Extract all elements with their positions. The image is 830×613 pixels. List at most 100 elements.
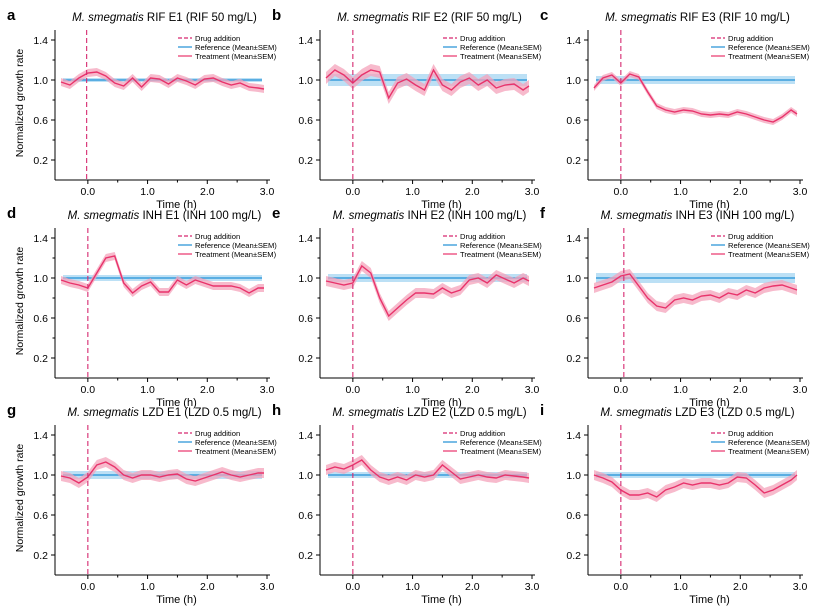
y-tick-label: 1.0 [33,273,48,285]
treatment-line [325,459,530,481]
x-tick-label: 0.0 [81,384,96,396]
x-axis-label: Time (h) [421,397,462,409]
y-tick-label: 1.0 [33,470,48,482]
y-tick-label: 0.6 [566,313,581,325]
y-tick-label: 0.6 [298,115,313,127]
y-tick-label: 0.6 [33,313,48,325]
y-tick-label: 1.0 [298,470,313,482]
y-tick-label: 0.2 [566,550,581,562]
x-tick-label: 0.0 [614,581,629,593]
treatment-line [325,264,530,318]
panel-c: c M. smegmatis RIF E3 (RIF 10 mg/L) 0.2 0.6… [540,7,810,211]
x-tick-label: 0.0 [346,581,361,593]
legend-reference-label: Reference (Mean±SEM) [460,438,542,447]
x-tick-label: 3.0 [260,581,275,593]
y-tick-label: 1.0 [566,470,581,482]
y-tick-label: 1.4 [298,430,313,442]
legend-reference-label: Reference (Mean±SEM) [728,43,810,52]
legend-reference-label: Reference (Mean±SEM) [195,43,277,52]
treatment-line [593,273,798,309]
x-tick-label: 2.0 [733,384,748,396]
y-tick-label: 0.6 [33,510,48,522]
x-tick-label: 0.0 [81,186,96,198]
legend-treatment-label: Treatment (Mean±SEM) [728,52,810,61]
panel-title: M. smegmatis LZD E3 (LZD 0.5 mg/L) [600,407,794,419]
y-axis-label: Normalized growth rate [14,444,26,553]
treatment-line [593,73,798,123]
y-tick-label: 1.4 [298,35,313,47]
x-tick-label: 3.0 [260,186,275,198]
panel-title: M. smegmatis INH E1 (INH 100 mg/L) [68,210,262,222]
treatment-band [594,269,797,313]
legend-drug-label: Drug addition [460,429,505,438]
x-axis-label: Time (h) [689,199,730,211]
panel-title: M. smegmatis RIF E3 (RIF 10 mg/L) [605,12,790,24]
panel-title: M. smegmatis RIF E2 (RIF 50 mg/L) [337,12,522,24]
panel-letter: f [540,205,546,222]
x-axis-label: Time (h) [156,594,197,606]
legend-treatment-label: Treatment (Mean±SEM) [728,250,810,259]
legend-reference-label: Reference (Mean±SEM) [460,241,542,250]
y-tick-label: 1.4 [566,35,581,47]
legend-drug-label: Drug addition [195,34,240,43]
panel-h: h M. smegmatis LZD E2 (LZD 0.5 mg/L) 0.2 0.… [272,402,542,606]
panel-title: M. smegmatis INH E2 (INH 100 mg/L) [333,210,527,222]
x-tick-label: 2.0 [733,186,748,198]
legend-treatment-label: Treatment (Mean±SEM) [195,447,277,456]
legend-treatment-label: Treatment (Mean±SEM) [195,52,277,61]
legend-drug-label: Drug addition [195,429,240,438]
plot-area [60,68,265,93]
y-tick-label: 1.0 [298,75,313,87]
x-axis-label: Time (h) [421,199,462,211]
panel-letter: i [540,402,544,419]
legend-reference-label: Reference (Mean±SEM) [728,241,810,250]
panel-title: M. smegmatis LZD E2 (LZD 0.5 mg/L) [332,407,526,419]
x-tick-label: 1.0 [140,581,155,593]
x-tick-label: 2.0 [200,384,215,396]
y-tick-label: 1.4 [33,233,48,245]
legend-reference-label: Reference (Mean±SEM) [460,43,542,52]
treatment-line [60,255,264,294]
panel-a: a M. smegmatis RIF E1 (RIF 50 mg/L) 0.2 0.6… [7,7,277,211]
y-tick-label: 0.6 [33,115,48,127]
x-tick-label: 2.0 [465,581,480,593]
x-tick-label: 3.0 [793,186,808,198]
legend-treatment-label: Treatment (Mean±SEM) [195,250,277,259]
treatment-line [60,461,264,484]
x-axis-label: Time (h) [689,594,730,606]
panel-letter: c [540,7,548,24]
x-tick-label: 1.0 [673,581,688,593]
legend-treatment-label: Treatment (Mean±SEM) [460,447,542,456]
plot-area [593,269,798,313]
y-tick-label: 0.6 [566,510,581,522]
y-tick-label: 0.6 [298,313,313,325]
legend-drug-label: Drug addition [195,232,240,241]
plot-area [325,261,530,321]
x-tick-label: 0.0 [81,581,96,593]
y-tick-label: 1.4 [566,430,581,442]
x-tick-label: 0.0 [614,384,629,396]
treatment-band [326,455,529,485]
legend-drug-label: Drug addition [728,429,773,438]
legend-treatment-label: Treatment (Mean±SEM) [460,250,542,259]
x-tick-label: 0.0 [614,186,629,198]
x-tick-label: 1.0 [405,186,420,198]
panel-letter: e [272,205,280,222]
panel-d: d M. smegmatis INH E1 (INH 100 mg/L) 0.2 0.… [7,205,277,409]
y-tick-label: 0.2 [298,353,313,365]
legend-drug-label: Drug addition [460,34,505,43]
x-tick-label: 3.0 [525,581,540,593]
panel-title: M. smegmatis LZD E1 (LZD 0.5 mg/L) [67,407,261,419]
y-tick-label: 0.2 [298,550,313,562]
treatment-line [593,474,798,498]
legend-treatment-label: Treatment (Mean±SEM) [460,52,542,61]
x-tick-label: 3.0 [525,186,540,198]
x-tick-label: 1.0 [673,186,688,198]
panel-title: M. smegmatis INH E3 (INH 100 mg/L) [601,210,795,222]
